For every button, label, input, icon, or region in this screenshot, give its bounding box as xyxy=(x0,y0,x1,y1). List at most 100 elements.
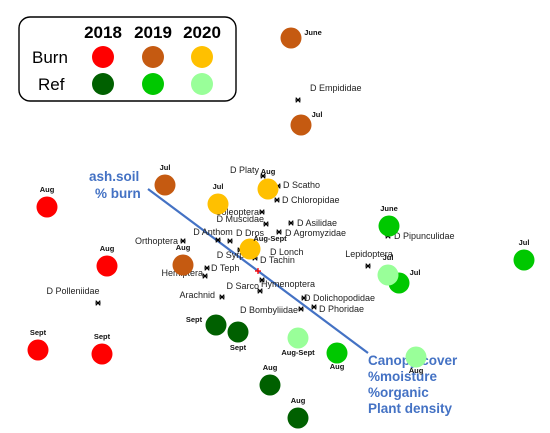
vector-label-start-1: ash.soil xyxy=(89,169,139,184)
taxon-marker xyxy=(301,295,307,301)
vector-label-end-2: %moisture xyxy=(368,369,438,384)
vector-label-end-4: Plant density xyxy=(368,401,453,416)
sample-point xyxy=(36,196,58,218)
sample-point xyxy=(154,174,176,196)
sample-label: Aug-Sept xyxy=(253,234,287,243)
sample-point xyxy=(287,407,309,429)
sample-label: Jul xyxy=(410,268,421,277)
taxon-label: D Lonch xyxy=(270,247,304,257)
taxon-marker xyxy=(257,288,263,294)
taxon-label: D Bombyliidae xyxy=(240,305,298,315)
taxon-marker xyxy=(295,97,301,103)
sample-label: Sept xyxy=(30,328,47,337)
sample-point xyxy=(405,346,427,368)
sample-point xyxy=(207,193,229,215)
taxon-marker xyxy=(259,209,265,215)
sample-label: Aug-Sept xyxy=(281,348,315,357)
taxon-marker xyxy=(288,220,294,226)
sample-label: Aug xyxy=(100,244,115,253)
sample-label: Aug xyxy=(330,362,345,371)
taxon-marker xyxy=(180,238,186,244)
sample-point xyxy=(377,264,399,286)
sample-point xyxy=(205,314,227,336)
sample-label: Jul xyxy=(160,163,171,172)
taxon-marker xyxy=(274,197,280,203)
taxon-label: D Pipunculidae xyxy=(394,231,455,241)
sample-label: June xyxy=(304,28,322,37)
sample-label: Sept xyxy=(186,315,203,324)
legend-box xyxy=(18,16,237,102)
taxon-marker xyxy=(215,237,221,243)
legend: 2018 2019 2020 Burn Ref xyxy=(18,16,237,102)
samples-layer: Aug Aug Sept Sept June Jul Jul Aug Aug Jul Aug-Sep… xyxy=(27,27,535,429)
vector-label-end-3: %organic xyxy=(368,385,429,400)
legend-year-1: 2018 xyxy=(84,23,122,42)
taxon-label: D Dros xyxy=(236,228,265,238)
sample-point xyxy=(27,339,49,361)
sample-label: Aug xyxy=(40,185,55,194)
sample-point xyxy=(257,178,279,200)
taxon-label: D Muscidae xyxy=(216,214,264,224)
taxon-marker xyxy=(276,229,282,235)
sample-label: Jul xyxy=(312,110,323,119)
sample-point xyxy=(378,215,400,237)
taxon-label: D Polleniidae xyxy=(46,286,99,296)
legend-year-2: 2019 xyxy=(134,23,172,42)
sample-label: Jul xyxy=(213,182,224,191)
taxon-marker xyxy=(204,265,210,271)
sample-point xyxy=(287,327,309,349)
sample-point xyxy=(91,343,113,365)
taxon-label: D Chloropidae xyxy=(282,195,340,205)
sample-label: Sept xyxy=(230,343,247,352)
legend-swatch-burn-2020 xyxy=(191,46,213,68)
sample-label: Aug xyxy=(261,167,276,176)
taxon-label: D Scatho xyxy=(283,180,320,190)
sample-point xyxy=(513,249,535,271)
legend-swatch-burn-2018 xyxy=(92,46,114,68)
taxon-label: Hymenoptera xyxy=(261,279,315,289)
sample-point xyxy=(280,27,302,49)
taxon-label: D Tachin xyxy=(260,255,295,265)
sample-label: June xyxy=(380,204,398,213)
sample-label: Aug xyxy=(409,366,424,375)
legend-swatch-ref-2019 xyxy=(142,73,164,95)
sample-point xyxy=(259,374,281,396)
taxon-label: D Dolichopodidae xyxy=(304,293,375,303)
taxon-marker xyxy=(95,300,101,306)
sample-point xyxy=(227,321,249,343)
taxon-label: D Teph xyxy=(211,263,239,273)
sample-label: Sept xyxy=(94,332,111,341)
taxon-label: D Phoridae xyxy=(319,304,364,314)
legend-year-3: 2020 xyxy=(183,23,221,42)
taxon-marker xyxy=(219,294,225,300)
taxon-label: Lepidoptera xyxy=(345,249,393,259)
taxon-marker xyxy=(311,304,317,310)
sample-point xyxy=(96,255,118,277)
sample-label: Jul xyxy=(383,253,394,262)
sample-point xyxy=(326,342,348,364)
sample-label: Jul xyxy=(519,238,530,247)
legend-swatch-ref-2020 xyxy=(191,73,213,95)
taxon-label: D Asilidae xyxy=(297,218,337,228)
taxon-label: Coleoptera xyxy=(215,207,259,217)
sample-point xyxy=(290,114,312,136)
legend-row-ref-label: Ref xyxy=(38,75,65,94)
taxon-label: D Platy xyxy=(230,165,260,175)
sample-point xyxy=(239,238,261,260)
taxon-marker xyxy=(260,173,266,179)
centroid-layer xyxy=(255,268,261,274)
vector-label-start-2: % burn xyxy=(95,186,141,201)
taxon-marker xyxy=(298,306,304,312)
legend-row-burn-label: Burn xyxy=(32,48,68,67)
taxon-marker xyxy=(259,277,265,283)
taxon-label: D Syrph xyxy=(217,250,250,260)
legend-swatch-burn-2019 xyxy=(142,46,164,68)
sample-point xyxy=(172,254,194,276)
taxon-label: Arachnid xyxy=(179,290,215,300)
taxon-marker xyxy=(227,238,233,244)
taxon-label: D Empididae xyxy=(310,83,362,93)
taxon-label: D Sarco xyxy=(226,281,259,291)
sample-label: Aug xyxy=(176,243,191,252)
legend-swatch-ref-2018 xyxy=(92,73,114,95)
